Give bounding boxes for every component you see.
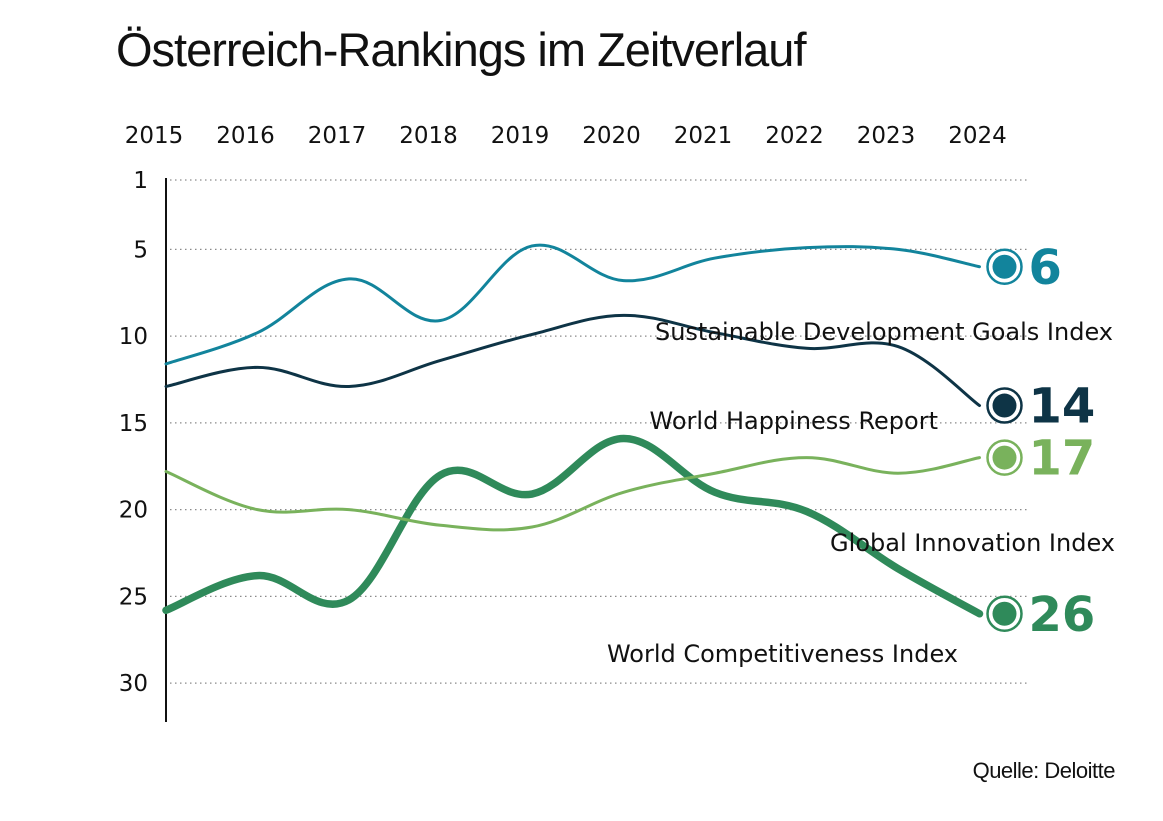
x-tick-label: 2022 xyxy=(765,123,824,149)
x-tick-label: 2021 xyxy=(674,123,733,149)
x-tick-label: 2020 xyxy=(582,123,641,149)
x-tick-label: 2017 xyxy=(308,123,367,149)
y-tick-label: 1 xyxy=(133,168,148,194)
series-label-happiness-report: World Happiness Report xyxy=(650,407,938,435)
source-note: Quelle: Deloitte xyxy=(972,758,1116,783)
series-line-innovation-index xyxy=(164,456,981,532)
end-value-innovation-index: 17 xyxy=(1029,431,1096,487)
y-tick-label: 30 xyxy=(119,671,148,697)
series-labels: 6 Sustainable Development Goals Index 14 Wo… xyxy=(607,240,1115,668)
y-tick-label: 5 xyxy=(133,237,148,263)
x-tick-label: 2019 xyxy=(491,123,550,149)
x-tick-label: 2024 xyxy=(948,123,1007,149)
x-tick-label: 2023 xyxy=(857,123,916,149)
end-markers xyxy=(986,248,1023,632)
y-tick-label: 10 xyxy=(119,324,148,350)
x-tick-label: 2018 xyxy=(399,123,458,149)
end-value-competitiveness-index: 26 xyxy=(1029,587,1096,643)
series-label-innovation-index: Global Innovation Index xyxy=(830,529,1115,557)
end-marker-dot-happiness-report xyxy=(992,393,1017,418)
x-tick-label: 2016 xyxy=(216,123,275,149)
end-marker-dot-competitiveness-index xyxy=(992,601,1017,626)
x-axis-ticks: 2015 2016 2017 2018 2019 2020 2021 2022 2023 2024 xyxy=(125,123,1007,149)
end-marker-dot-innovation-index xyxy=(992,445,1017,470)
y-tick-label: 25 xyxy=(119,584,148,610)
series-line-happiness-report xyxy=(164,313,981,408)
gridlines xyxy=(170,179,1030,684)
series-line-competitiveness-index xyxy=(162,434,984,618)
y-tick-label: 20 xyxy=(119,498,148,524)
series-label-sdg-index: Sustainable Development Goals Index xyxy=(655,318,1113,346)
chart-title: Österreich-Rankings im Zeitverlauf xyxy=(116,23,806,76)
x-tick-label: 2015 xyxy=(125,123,184,149)
series-label-competitiveness-index: World Competitiveness Index xyxy=(607,640,958,668)
y-tick-label: 15 xyxy=(119,411,148,437)
end-marker-dot-sdg-index xyxy=(992,254,1017,279)
series-lines xyxy=(162,243,984,618)
end-value-happiness-report: 14 xyxy=(1029,379,1096,435)
series-line-sdg-index xyxy=(164,243,981,366)
end-value-sdg-index: 6 xyxy=(1029,240,1062,296)
